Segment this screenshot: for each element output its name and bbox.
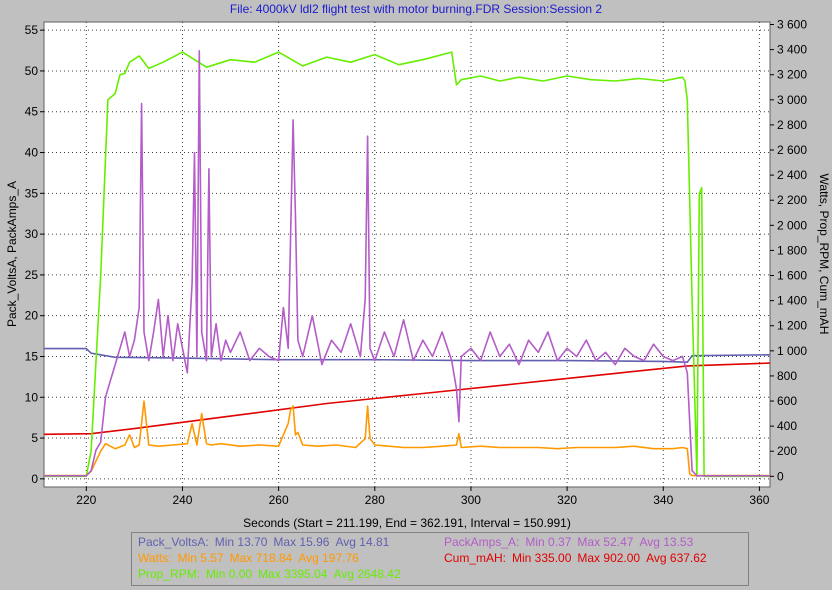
legend-entry-prop-rpm: Prop_RPM: Min 0.00 Max 3395.04 Avg 2648.42 [138,567,407,581]
y-left-tick-label: 50 [25,64,39,78]
legend-max: Max 3395.04 [258,567,328,581]
legend-avg: Avg 637.62 [646,551,707,565]
series-lines [43,49,771,478]
y-right-axis-label: Watts, Prop_RPM, Cum_mAH [817,174,831,335]
y-left-tick-label: 20 [25,309,39,323]
cum-mah-line [43,362,771,436]
y-left-axis-ticks: 0 5 10 15 20 25 30 35 40 45 50 55 [25,23,44,486]
y-left-tick-label: 5 [31,431,38,445]
legend-label: Watts: [138,551,172,565]
legend-label: Pack_VoltsA: [138,535,209,549]
legend-max: Max 52.47 [577,535,634,549]
legend-min: Min 0.00 [206,567,253,581]
y-right-tick-label: 2 600 [777,143,807,157]
legend-avg: Avg 197.76 [298,551,359,565]
y-left-tick-label: 55 [25,23,39,37]
y-right-tick-label: 2 800 [777,118,807,132]
legend-max: Max 902.00 [577,551,641,565]
y-right-tick-label: 600 [777,394,797,408]
y-left-tick-label: 0 [31,472,38,486]
legend-entry-pack-volts: Pack_VoltsA: Min 13.70 Max 15.96 Avg 14.81 [138,535,395,549]
plot-area [43,21,771,488]
x-tick-label: 360 [749,493,769,507]
packamps-a-line [44,49,770,477]
y-left-tick-label: 15 [25,349,39,363]
legend-entry-cum-mah: Cum_mAH: Min 335.00 Max 902.00 Avg 637.62 [444,551,713,565]
y-left-axis-label: Pack_VoltsA, PackAmps_A [5,181,19,327]
x-tick-label: 280 [365,493,385,507]
y-right-tick-label: 3 400 [777,43,807,57]
legend-min: Min 13.70 [214,535,268,549]
y-left-tick-label: 30 [25,227,39,241]
y-left-tick-label: 25 [25,268,39,282]
y-right-tick-label: 1 400 [777,294,807,308]
x-tick-label: 320 [557,493,577,507]
legend-min: Min 0.37 [525,535,572,549]
legend-entry-watts: Watts: Min 5.57 Max 718.84 Avg 197.76 [138,551,365,565]
x-tick-label: 300 [461,493,481,507]
x-tick-label: 340 [653,493,673,507]
legend-avg: Avg 2648.42 [333,567,401,581]
legend-label: PackAmps_A: [444,535,520,549]
legend-max: Max 15.96 [273,535,330,549]
y-right-tick-label: 2 000 [777,218,807,232]
x-axis-ticks: 220 240 260 280 300 320 340 360 [76,487,770,507]
legend-max: Max 718.84 [229,551,293,565]
legend-min: Min 335.00 [512,551,572,565]
y-right-tick-label: 3 600 [777,18,807,32]
x-axis-label: Seconds (Start = 211.199, End = 362.191,… [243,516,571,530]
y-right-tick-label: 800 [777,369,797,383]
prop-rpm-line [44,51,770,478]
x-tick-label: 240 [172,493,192,507]
y-right-tick-label: 3 200 [777,68,807,82]
y-right-tick-label: 3 000 [777,93,807,107]
y-right-tick-label: 0 [777,469,784,483]
legend-avg: Avg 13.53 [639,535,694,549]
watts-line [44,400,770,477]
y-right-axis-ticks: 0 200 400 600 800 1 000 1 200 1 400 1 600 1 800 2 … [770,18,807,483]
y-right-tick-label: 1 200 [777,319,807,333]
y-right-tick-label: 2 400 [777,168,807,182]
chart-title: File: 4000kV ldl2 flight test with motor… [230,2,603,16]
y-right-tick-label: 400 [777,419,797,433]
y-left-tick-label: 40 [25,146,39,160]
legend-min: Min 5.57 [177,551,224,565]
y-right-tick-label: 1 800 [777,243,807,257]
legend: Pack_VoltsA: Min 13.70 Max 15.96 Avg 14.81 … [131,532,749,586]
x-tick-label: 220 [76,493,96,507]
grid [44,22,770,487]
legend-label: Prop_RPM: [138,567,201,581]
y-right-tick-label: 1 000 [777,344,807,358]
y-right-tick-label: 1 600 [777,269,807,283]
legend-entry-pack-amps: PackAmps_A: Min 0.37 Max 52.47 Avg 13.53 [444,535,699,549]
legend-avg: Avg 14.81 [335,535,390,549]
legend-label: Cum_mAH: [444,551,507,565]
y-left-tick-label: 45 [25,105,39,119]
x-tick-label: 260 [269,493,289,507]
y-right-tick-label: 2 200 [777,193,807,207]
y-right-tick-label: 200 [777,444,797,458]
y-left-tick-label: 10 [25,390,39,404]
y-left-tick-label: 35 [25,186,39,200]
